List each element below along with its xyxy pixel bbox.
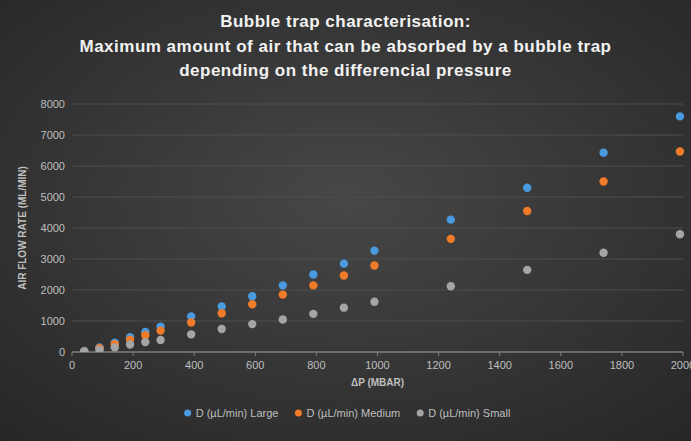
grid-line [72,197,683,198]
point [141,338,149,346]
legend-marker [184,410,191,417]
point [248,292,256,300]
grid-line [72,135,683,136]
x-tick-label: 1200 [426,359,450,371]
point [340,259,348,267]
series [80,147,684,352]
y-axis-title: AIR FLOW RATE (ML/MIN) [17,166,28,290]
point [370,298,378,306]
y-tick-label: 3000 [41,253,65,265]
point [309,270,317,278]
x-tick [194,352,195,356]
point [523,184,531,192]
point [599,148,607,156]
legend: D (µL/min) Large D (µL/min) Medium D (µL/m… [184,407,510,419]
x-axis-title: ΔP (MBAR) [351,377,404,388]
point [447,215,455,223]
point [370,261,378,269]
x-tick-label: 1400 [487,359,511,371]
series [80,112,684,352]
background [0,0,691,441]
x-tick-label: 200 [124,359,142,371]
point [676,230,684,238]
point [340,271,348,279]
legend-item: D (µL/min) Large [184,407,278,419]
point [599,177,607,185]
x-tick [560,352,561,356]
chart: Bubble trap characterisation: Maximum amo… [0,0,691,441]
point [340,303,348,311]
y-tick-label: 1000 [41,315,65,327]
point [523,266,531,274]
grid-line [72,290,683,291]
point [248,300,256,308]
legend-label: D (µL/min) Large [196,407,279,419]
y-tick-label: 4000 [41,222,65,234]
y-tick-label: 8000 [41,98,65,110]
point [279,315,287,323]
point [80,347,88,352]
grid-line [72,104,683,105]
x-tick-label: 600 [246,359,264,371]
grid-line [72,228,683,229]
point [309,281,317,289]
x-tick [499,352,500,356]
point [599,249,607,257]
point [523,207,531,215]
x-tick [377,352,378,356]
y-tick-label: 0 [59,346,65,358]
point [80,347,88,352]
y-tick-label: 6000 [41,160,65,172]
x-tick-label: 2000 [671,359,691,371]
x-tick-label: 800 [307,359,325,371]
grid-line [72,166,683,167]
x-tick-label: 1000 [365,359,389,371]
point [187,330,195,338]
legend-label: D (µL/min) Medium [306,407,400,419]
x-tick [255,352,256,356]
point [447,235,455,243]
x-tick-label: 1800 [610,359,634,371]
x-tick [683,352,684,356]
point [80,347,88,352]
point [279,281,287,289]
x-tick [316,352,317,356]
point [156,336,164,344]
x-tick-label: 0 [69,359,75,371]
x-tick-label: 400 [185,359,203,371]
x-tick [133,352,134,356]
x-tick [621,352,622,356]
point [156,326,164,334]
legend-item: D (µL/min) Small [417,407,511,419]
point [309,310,317,318]
point [217,309,225,317]
y-tick-label: 5000 [41,191,65,203]
point [447,282,455,290]
plot-area [80,112,684,352]
point [676,147,684,155]
point [95,346,103,352]
point [676,112,684,120]
title: Bubble trap characterisation: [220,12,471,31]
point [126,340,134,348]
grid-line [72,321,683,322]
y-tick-label: 7000 [41,129,65,141]
point [370,246,378,254]
y-tick-label: 2000 [41,284,65,296]
point [279,290,287,298]
point [248,320,256,328]
point [217,325,225,333]
legend-label: D (µL/min) Small [428,407,510,419]
point [111,343,119,351]
subtitle: Maximum amount of air that can be absorb… [79,37,611,80]
point [187,318,195,326]
legend-item: D (µL/min) Medium [295,407,400,419]
legend-marker [295,410,302,417]
x-tick-label: 1600 [549,359,573,371]
series [80,230,684,352]
grid-line [72,259,683,260]
x-tick [72,352,73,356]
legend-marker [417,410,424,417]
x-tick [438,352,439,356]
